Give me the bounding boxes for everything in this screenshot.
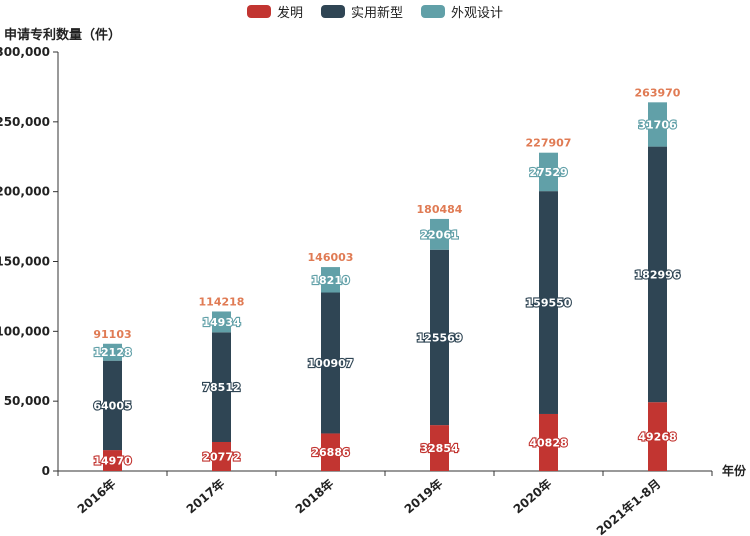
total-label: 114218 [199, 295, 245, 308]
legend-swatch-design [421, 5, 445, 18]
y-tick-label: 250,000 [0, 115, 50, 129]
total-label: 146003 [308, 251, 354, 264]
bar-segment [212, 441, 231, 471]
data-label: 49268 [638, 431, 676, 444]
data-label: 159550 [526, 297, 572, 310]
total-label: 91103 [93, 328, 131, 341]
legend-item-invention[interactable]: 发明 [246, 2, 303, 21]
legend-swatch-utility [320, 5, 345, 18]
bar-segment [648, 146, 667, 403]
bar-segment [648, 402, 667, 471]
data-label: 125569 [417, 331, 463, 344]
total-label: 227907 [526, 137, 572, 150]
data-label: 182996 [635, 268, 681, 281]
data-label: 78512 [202, 381, 240, 394]
bar-segment [321, 292, 340, 434]
total-label: 180484 [417, 203, 463, 216]
x-tick-label: 2021年1-8月 [593, 476, 663, 536]
y-tick-label: 50,000 [4, 394, 50, 408]
bar-segment [430, 218, 449, 250]
legend-label-design: 外观设计 [451, 6, 504, 21]
y-tick-label: 200,000 [0, 185, 50, 199]
y-tick-label: 150,000 [0, 255, 50, 269]
legend-label-invention: 发明 [276, 6, 303, 21]
y-axis-title: 申请专利数量（件） [4, 28, 122, 43]
x-tick-label: 2018年 [292, 476, 336, 517]
x-tick-label: 2020年 [510, 476, 554, 517]
bar-segment [430, 425, 449, 471]
x-tick-label: 2019年 [401, 476, 445, 517]
total-label: 263970 [635, 86, 681, 99]
bar-segment [103, 343, 122, 361]
bar-segment [321, 267, 340, 293]
y-tick-label: 300,000 [0, 45, 50, 59]
data-label: 27529 [529, 166, 567, 179]
legend-item-utility[interactable]: 实用新型 [320, 2, 403, 21]
x-axis-title: 年份 [722, 463, 747, 478]
bar-segment [648, 102, 667, 147]
data-label: 32854 [420, 442, 459, 455]
bar-segment [430, 249, 449, 426]
data-label: 100907 [308, 357, 354, 370]
bar-segment [212, 311, 231, 333]
bar-segment [103, 360, 122, 451]
data-label: 20772 [202, 450, 240, 463]
x-tick-label: 2016年 [74, 476, 118, 517]
legend: 发明 实用新型 外观设计 [0, 2, 750, 21]
legend-label-utility: 实用新型 [350, 6, 403, 21]
data-label: 26886 [311, 446, 350, 459]
data-label: 64005 [93, 399, 131, 412]
x-tick-label: 2017年 [183, 476, 227, 517]
data-label: 14970 [93, 455, 132, 468]
data-label: 40828 [529, 436, 567, 449]
bar-segment [539, 413, 558, 471]
data-label: 31706 [638, 118, 677, 131]
y-tick-label: 100,000 [0, 324, 50, 338]
data-label: 22061 [420, 228, 458, 241]
data-label: 18210 [311, 274, 350, 287]
legend-swatch-invention [246, 5, 271, 18]
legend-item-design[interactable]: 外观设计 [421, 2, 503, 21]
bar-segment [321, 433, 340, 471]
data-label: 14934 [202, 316, 241, 329]
y-tick-label: 0 [42, 464, 50, 478]
bar-segment [103, 450, 122, 471]
bar-segment [539, 152, 558, 192]
data-label: 12128 [93, 346, 131, 359]
bar-segment [539, 191, 558, 414]
bar-segment [212, 332, 231, 442]
